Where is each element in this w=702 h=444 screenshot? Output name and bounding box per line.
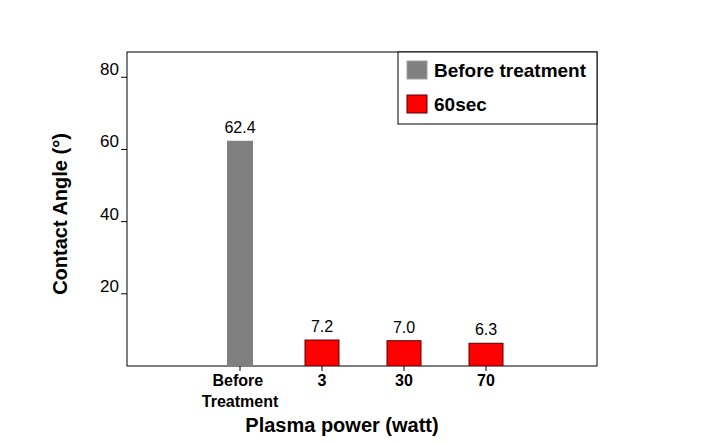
x-tick <box>486 366 487 371</box>
x-axis-label: Plasma power (watt) <box>245 414 438 436</box>
y-tick <box>121 149 127 150</box>
x-tick-label: 70 <box>477 372 495 389</box>
legend-swatch <box>407 95 427 113</box>
legend: Before treatment 60sec <box>398 52 597 124</box>
legend-label: 60sec <box>434 94 487 115</box>
legend-swatch <box>407 61 427 79</box>
y-tick <box>121 77 127 78</box>
data-label: 6.3 <box>475 321 497 338</box>
bars <box>227 141 503 366</box>
x-tick <box>322 366 323 371</box>
y-tick-label: 20 <box>100 277 119 296</box>
legend-box <box>398 52 597 124</box>
data-label: 62.4 <box>224 119 255 136</box>
legend-label: Before treatment <box>434 60 587 81</box>
x-tick <box>404 366 405 371</box>
x-tick <box>240 366 241 371</box>
data-label: 7.2 <box>311 318 333 335</box>
plot-frame <box>127 52 597 366</box>
y-axis-label: Contact Angle (°) <box>49 133 71 295</box>
y-tick <box>121 221 127 222</box>
y-tick-label: 80 <box>100 60 119 79</box>
x-tick-label: 3 <box>318 372 327 389</box>
bar <box>227 141 253 366</box>
x-tick-label: Before Treatment <box>202 372 279 410</box>
chart-container: 20406080Before Treatment3307062.47.27.06… <box>0 0 702 444</box>
chart-svg: 20406080Before Treatment3307062.47.27.06… <box>0 0 702 444</box>
data-label: 7.0 <box>393 319 415 336</box>
x-tick-label: 30 <box>395 372 413 389</box>
bar <box>387 341 421 366</box>
bar <box>469 343 503 366</box>
y-tick-label: 60 <box>100 132 119 151</box>
y-tick <box>121 293 127 294</box>
bar <box>305 340 339 366</box>
data-labels: 62.4 7.2 7.0 6.3 <box>224 119 497 338</box>
y-tick-label: 40 <box>100 205 119 224</box>
